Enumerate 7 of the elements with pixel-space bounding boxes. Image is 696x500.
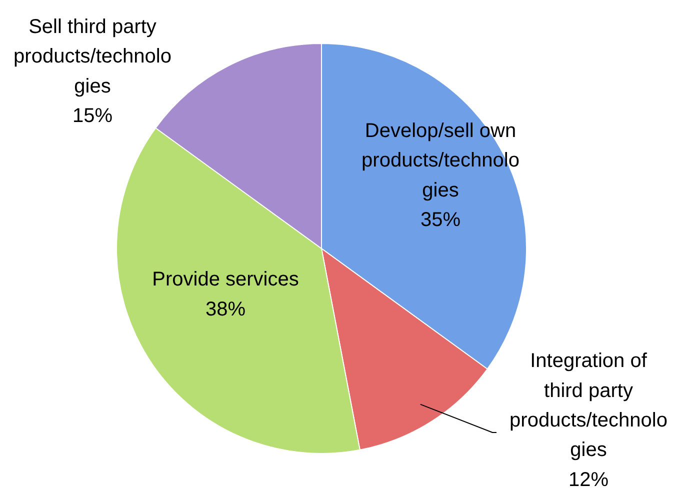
- data-label: 35%: [420, 209, 461, 232]
- slice-label: Sell third party products/technolo gies: [14, 16, 172, 98]
- data-label: 12%: [568, 468, 609, 491]
- slice-label: Provide services: [152, 268, 299, 291]
- data-label: 38%: [205, 298, 246, 320]
- slice-label: Integration of third party products/technolo gies: [510, 350, 668, 462]
- data-label: 15%: [72, 105, 113, 128]
